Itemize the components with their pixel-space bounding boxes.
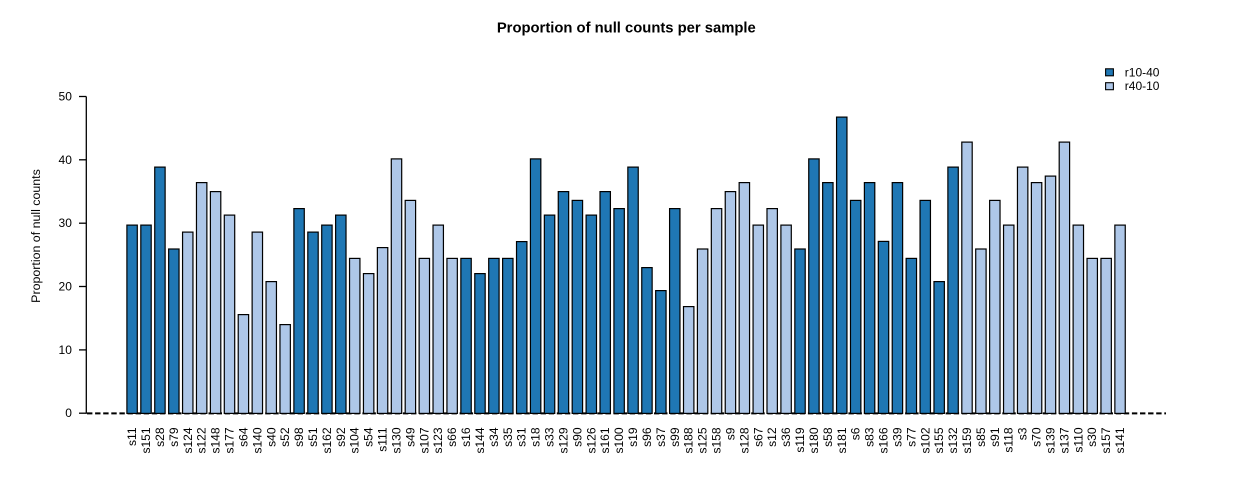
svg-text:30: 30 [59,216,73,230]
svg-text:s70: s70 [1030,427,1044,447]
svg-text:s144: s144 [473,427,487,453]
svg-text:s102: s102 [918,427,932,453]
svg-text:Proportion of null counts per: Proportion of null counts per sample [497,21,756,37]
svg-text:s128: s128 [737,427,751,453]
svg-text:r10-40: r10-40 [1125,65,1160,79]
svg-text:s162: s162 [320,427,334,453]
svg-text:s19: s19 [626,427,640,447]
svg-text:s155: s155 [932,427,946,453]
svg-text:s83: s83 [863,427,877,447]
svg-text:s119: s119 [793,427,807,452]
svg-text:s148: s148 [209,427,223,453]
svg-text:s129: s129 [556,427,570,453]
svg-text:s100: s100 [612,427,626,453]
svg-text:s35: s35 [501,427,515,447]
svg-text:s177: s177 [223,427,237,453]
svg-text:s126: s126 [584,427,598,453]
svg-text:s96: s96 [640,427,654,447]
svg-text:s39: s39 [890,427,904,447]
svg-text:s166: s166 [877,427,891,453]
svg-text:Proportion of null counts: Proportion of null counts [29,169,43,303]
svg-text:s58: s58 [821,427,835,447]
svg-text:s33: s33 [543,427,557,447]
svg-text:s9: s9 [723,427,737,440]
svg-text:s30: s30 [1085,427,1099,447]
svg-text:s37: s37 [654,427,668,447]
svg-text:s12: s12 [765,427,779,447]
svg-text:s54: s54 [362,427,376,447]
svg-text:s52: s52 [278,427,292,447]
svg-text:s92: s92 [334,427,348,447]
svg-text:s77: s77 [904,427,918,447]
svg-text:s28: s28 [153,427,167,447]
svg-text:s90: s90 [570,427,584,447]
svg-text:s67: s67 [751,427,765,447]
svg-text:s139: s139 [1043,427,1057,453]
svg-text:s11: s11 [125,427,139,446]
svg-text:s122: s122 [195,427,209,453]
svg-text:s34: s34 [487,427,501,447]
svg-text:s16: s16 [459,427,473,447]
svg-text:s107: s107 [417,427,431,453]
svg-text:s79: s79 [167,427,181,447]
svg-text:s123: s123 [431,427,445,453]
svg-text:10: 10 [59,343,73,357]
svg-text:0: 0 [65,406,72,420]
svg-text:s111: s111 [376,427,390,452]
svg-text:20: 20 [59,280,73,294]
svg-text:s85: s85 [974,427,988,447]
svg-text:s51: s51 [306,427,320,447]
svg-text:50: 50 [59,90,73,104]
svg-text:s64: s64 [236,427,250,447]
svg-text:40: 40 [59,153,73,167]
svg-text:s49: s49 [403,427,417,447]
svg-text:s36: s36 [779,427,793,447]
svg-text:s110: s110 [1071,427,1085,452]
svg-text:s137: s137 [1057,427,1071,453]
svg-text:s188: s188 [682,427,696,453]
svg-text:s140: s140 [250,427,264,453]
svg-text:s124: s124 [181,427,195,453]
svg-text:s6: s6 [849,427,863,440]
svg-text:s158: s158 [710,427,724,453]
svg-text:s66: s66 [445,427,459,447]
svg-text:s180: s180 [807,427,821,453]
svg-text:s91: s91 [988,427,1002,447]
svg-text:s141: s141 [1113,427,1127,453]
svg-text:s130: s130 [389,427,403,453]
svg-text:s161: s161 [598,427,612,453]
svg-text:s125: s125 [696,427,710,453]
svg-text:s104: s104 [348,427,362,453]
svg-text:r40-10: r40-10 [1125,79,1160,93]
svg-text:s99: s99 [668,427,682,447]
svg-text:s132: s132 [946,427,960,453]
svg-text:s159: s159 [960,427,974,453]
svg-text:s31: s31 [515,427,529,447]
svg-text:s3: s3 [1016,427,1030,440]
svg-text:s151: s151 [139,427,153,453]
svg-text:s181: s181 [835,427,849,453]
svg-text:s98: s98 [292,427,306,447]
svg-text:s40: s40 [264,427,278,447]
svg-text:s18: s18 [529,427,543,447]
svg-text:s157: s157 [1099,427,1113,453]
svg-text:s118: s118 [1002,427,1016,452]
